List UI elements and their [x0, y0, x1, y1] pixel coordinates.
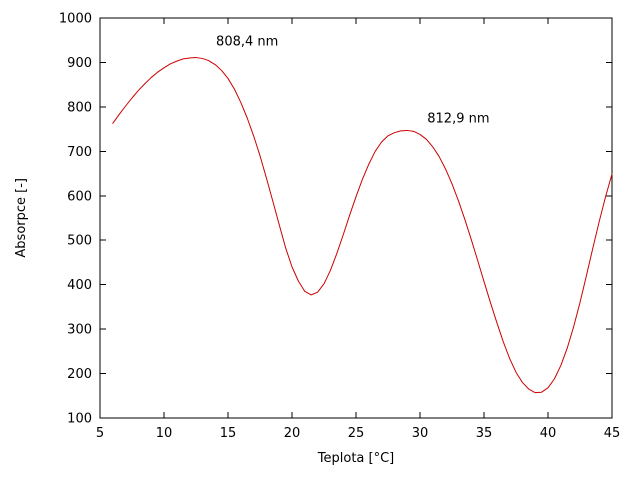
y-tick-label: 400: [67, 278, 92, 293]
x-tick-label: 10: [156, 426, 173, 441]
x-tick-label: 25: [348, 426, 365, 441]
y-tick-label: 700: [67, 145, 92, 160]
x-tick-label: 30: [412, 426, 429, 441]
x-tick-label: 5: [96, 426, 104, 441]
annotation-peak1-wavelength: 808,4 nm: [216, 34, 279, 50]
y-axis-title-box: Absorpce [-]: [14, 18, 29, 418]
y-tick-label: 500: [67, 234, 92, 249]
y-tick-label: 200: [67, 367, 92, 382]
x-tick-label: 45: [604, 426, 621, 441]
plot-border: [99, 17, 613, 419]
y-axis-title: Absorpce [-]: [14, 178, 29, 258]
y-tick-label: 100: [67, 412, 92, 427]
x-axis-title: Teplota [°C]: [317, 451, 395, 466]
y-tick-label: 300: [67, 323, 92, 338]
y-tick-label: 1000: [59, 12, 92, 27]
y-tick-label: 800: [67, 100, 92, 115]
x-tick-label: 20: [284, 426, 301, 441]
annotation-peak2-wavelength: 812,9 nm: [427, 111, 490, 127]
x-tick-label: 15: [220, 426, 237, 441]
y-tick-label: 900: [67, 56, 92, 71]
y-tick-label: 600: [67, 189, 92, 204]
absorbance-curve: [112, 57, 613, 394]
x-tick-label: 35: [476, 426, 493, 441]
x-tick-label: 40: [540, 426, 557, 441]
